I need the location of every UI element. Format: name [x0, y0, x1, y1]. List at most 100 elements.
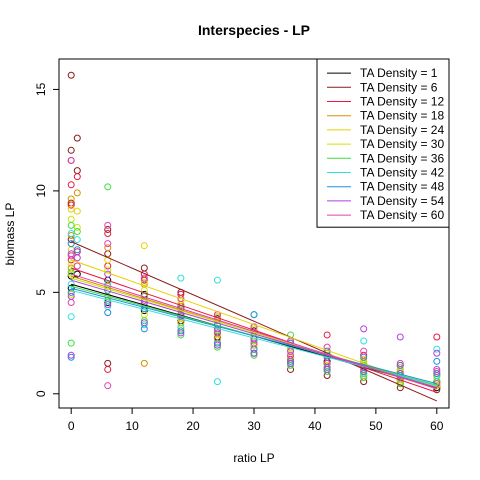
- data-point: [67, 270, 75, 278]
- y-tick-label: 0: [34, 390, 48, 397]
- data-point: [250, 349, 258, 357]
- data-point: [213, 341, 221, 349]
- data-point: [67, 351, 75, 359]
- data-point: [104, 365, 112, 373]
- data-point: [177, 294, 185, 302]
- data-point: [67, 313, 75, 321]
- chart-title: Interspecies - LP: [198, 22, 310, 38]
- x-tick-label: 30: [247, 419, 261, 433]
- data-point: [67, 240, 75, 248]
- data-point: [360, 347, 368, 355]
- data-point: [67, 71, 75, 79]
- data-point: [140, 278, 148, 286]
- data-point: [433, 333, 441, 341]
- fit-line: [70, 241, 438, 402]
- data-point: [104, 225, 112, 233]
- legend-label: TA Density = 6: [360, 80, 438, 94]
- data-point: [104, 359, 112, 367]
- data-point: [287, 359, 295, 367]
- data-point: [140, 242, 148, 250]
- legend-label: TA Density = 60: [360, 208, 444, 222]
- data-point: [67, 268, 75, 276]
- data-point: [104, 309, 112, 317]
- data-layer: [67, 71, 441, 402]
- data-point: [213, 378, 221, 386]
- data-point: [73, 134, 81, 142]
- data-point: [73, 173, 81, 181]
- data-point: [140, 264, 148, 272]
- data-point: [67, 272, 75, 280]
- data-point: [104, 240, 112, 248]
- data-point: [177, 329, 185, 337]
- data-point: [360, 337, 368, 345]
- fit-line: [71, 267, 437, 393]
- data-point: [433, 357, 441, 365]
- data-point: [104, 250, 112, 258]
- data-point: [73, 189, 81, 197]
- data-point: [104, 221, 112, 229]
- fit-line: [71, 287, 437, 385]
- data-point: [140, 311, 148, 319]
- data-point: [67, 205, 75, 213]
- data-point: [73, 227, 81, 235]
- legend-label: TA Density = 18: [360, 109, 444, 123]
- x-tick-label: 10: [125, 419, 139, 433]
- data-point: [323, 331, 331, 339]
- y-tick-label: 5: [34, 289, 48, 296]
- data-point: [177, 274, 185, 282]
- x-tick-label: 20: [186, 419, 200, 433]
- x-tick-label: 60: [430, 419, 444, 433]
- legend: TA Density = 1TA Density = 6TA Density =…: [316, 58, 450, 228]
- legend-label: TA Density = 24: [360, 123, 444, 137]
- x-tick-label: 50: [369, 419, 383, 433]
- x-tick-label: 40: [308, 419, 322, 433]
- data-point: [140, 274, 148, 282]
- data-point: [67, 288, 75, 296]
- data-point: [177, 296, 185, 304]
- data-point: [73, 262, 81, 270]
- data-point: [323, 367, 331, 375]
- data-point: [67, 290, 75, 298]
- legend-label: TA Density = 12: [360, 95, 444, 109]
- data-point: [73, 246, 81, 254]
- data-point: [104, 301, 112, 309]
- data-point: [140, 270, 148, 278]
- data-point: [73, 223, 81, 231]
- data-point: [140, 317, 148, 325]
- data-point: [140, 325, 148, 333]
- data-point: [287, 347, 295, 355]
- x-tick-label: 0: [68, 419, 75, 433]
- data-point: [67, 232, 75, 240]
- data-point: [73, 254, 81, 262]
- data-point: [67, 280, 75, 288]
- data-point: [67, 181, 75, 189]
- data-point: [396, 361, 404, 369]
- data-point: [67, 195, 75, 203]
- data-point: [67, 215, 75, 223]
- data-point: [140, 321, 148, 329]
- data-point: [287, 351, 295, 359]
- data-point: [177, 327, 185, 335]
- data-point: [396, 359, 404, 367]
- data-point: [213, 276, 221, 284]
- y-tick-label: 10: [34, 184, 48, 198]
- data-point: [177, 331, 185, 339]
- data-point: [250, 339, 258, 347]
- legend-label: TA Density = 36: [360, 151, 444, 165]
- data-point: [67, 252, 75, 260]
- data-point: [67, 339, 75, 347]
- data-point: [213, 343, 221, 351]
- data-point: [140, 319, 148, 327]
- legend-label: TA Density = 1: [360, 66, 438, 80]
- data-point: [323, 359, 331, 367]
- data-point: [104, 183, 112, 191]
- y-tick-label: 15: [34, 82, 48, 96]
- legend-label: TA Density = 30: [360, 137, 444, 151]
- fit-line: [71, 273, 437, 390]
- data-point: [67, 260, 75, 268]
- y-axis-label: biomass LP: [3, 203, 17, 266]
- data-point: [360, 325, 368, 333]
- data-point: [67, 146, 75, 154]
